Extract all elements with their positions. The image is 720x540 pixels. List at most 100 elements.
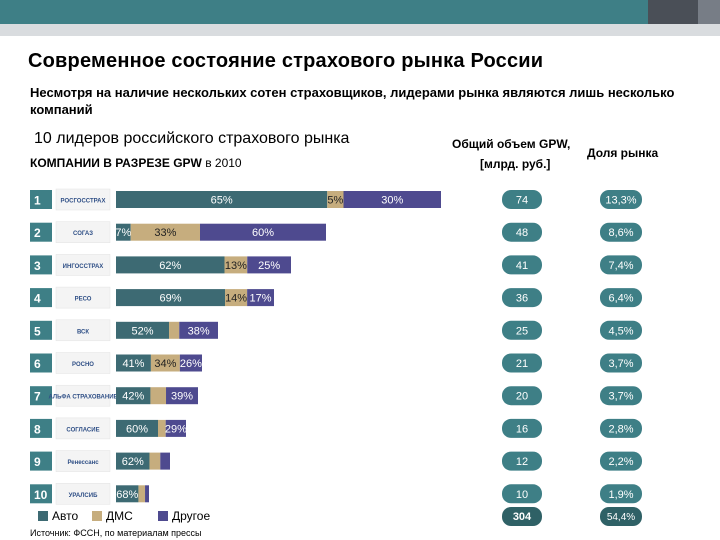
gpw-value: 12 (516, 456, 528, 468)
bar-segment (149, 452, 161, 470)
share-value: 6,4% (608, 293, 633, 305)
rank-box (30, 451, 52, 471)
company-logo (55, 384, 111, 407)
company-logo-text: АЛЬФА СТРАХОВАНИЕ (48, 395, 117, 401)
bar-segment-label: 41% (122, 358, 144, 370)
company-logo (55, 450, 111, 472)
bar-segment (158, 419, 166, 437)
gpw-pill (502, 190, 542, 209)
bar-segment (247, 289, 274, 307)
bar-segment-label: 14% (225, 293, 247, 305)
bar-segment (150, 354, 180, 372)
bar-segment-label: 29% (165, 423, 187, 435)
share-value: 8,6% (608, 227, 633, 239)
bar-segment-label: 65% (211, 195, 233, 207)
bar-segment (116, 191, 328, 208)
bar-segment-label: 69% (159, 293, 181, 305)
bar-segment-label: 26% (180, 358, 202, 370)
legend-label-auto: Авто (52, 509, 79, 523)
top-banner-teal (0, 0, 648, 24)
bar-segment (224, 256, 248, 274)
bar-segment (160, 452, 170, 470)
gpw-value: 16 (516, 423, 528, 435)
chart-subheading-bold: КОМПАНИИ В РАЗРЕЗЕ GPW (30, 156, 202, 170)
rank-box (30, 320, 52, 340)
rank-number: 6 (34, 357, 41, 371)
bar-segment (116, 419, 158, 437)
gpw-heading-line2: [млрд. руб.] (480, 157, 551, 171)
top-banner-strip (0, 24, 720, 36)
share-value: 7,4% (608, 260, 633, 272)
share-pill (600, 255, 642, 275)
section-heading: 10 лидеров российского страхового рынка (34, 130, 350, 147)
company-logo-text: СОГАЗ (73, 231, 93, 237)
legend-swatch-auto (38, 511, 48, 521)
share-value: 1,9% (608, 489, 633, 501)
bar-segment-label: 17% (250, 293, 272, 305)
bar-segment (145, 485, 149, 503)
bar-segment-label: 39% (171, 391, 193, 403)
company-logo (55, 286, 111, 309)
bar-segment (247, 256, 291, 274)
gpw-value: 25 (516, 325, 528, 337)
company-logo-text: Ренессанс (67, 460, 99, 466)
bar-segment (116, 223, 131, 241)
bar-segment (116, 321, 170, 339)
bar-segment-label: 25% (258, 260, 280, 272)
company-logo-text: РЕСО (75, 297, 92, 303)
bar-segment (116, 354, 151, 372)
top-banner-dark (648, 0, 698, 24)
bar-segment-label: 62% (122, 456, 144, 468)
bar-segment (150, 387, 167, 405)
gpw-pill (502, 288, 542, 308)
company-logo (55, 319, 111, 342)
rank-box (30, 418, 52, 438)
bar-segment (116, 289, 226, 307)
rank-box (30, 255, 52, 275)
share-pill (600, 386, 642, 406)
bar-segment-label: 60% (252, 227, 274, 239)
share-value: 3,7% (608, 358, 633, 370)
gpw-value: 74 (516, 195, 528, 207)
gpw-column-heading: Общий объем GPW, [млрд. руб.] (452, 137, 584, 171)
chart-subheading-year: в 2010 (201, 156, 242, 170)
rank-box (30, 222, 52, 242)
gpw-value: 41 (516, 260, 528, 272)
top-banner (0, 0, 720, 24)
chart-subheading: КОМПАНИИ В РАЗРЕЗЕ GPW в 2010 (30, 156, 242, 170)
gpw-total: 304 (513, 511, 532, 523)
legend-label-other: Другое (172, 509, 211, 523)
company-logo-text: УРАЛСИБ (69, 493, 98, 499)
bar-segment (166, 387, 198, 405)
bar-segment-label: 33% (154, 227, 176, 239)
bar-segment-label: 68% (116, 489, 138, 501)
rank-box (30, 288, 52, 308)
source-note: Источник: ФССН, по материалам прессы (30, 528, 202, 538)
company-logo (55, 221, 111, 243)
company-logo (55, 483, 111, 505)
rank-number: 5 (34, 324, 41, 338)
company-logo (55, 188, 111, 211)
share-pill (600, 353, 642, 373)
gpw-value: 10 (516, 489, 528, 501)
gpw-pill (502, 451, 542, 471)
rank-box (30, 353, 52, 373)
page-title: Современное состояние страхового рынка Р… (28, 50, 544, 72)
page-subtitle: Несмотря на наличие нескольких сотен стр… (30, 85, 675, 117)
company-logo (55, 254, 111, 276)
share-pill (600, 484, 642, 504)
share-pill (600, 222, 642, 242)
share-pill (600, 320, 642, 340)
company-logo (55, 352, 111, 374)
bar-segment (225, 289, 248, 307)
share-pill (600, 418, 642, 438)
rank-number: 7 (34, 390, 41, 404)
share-total: 54,4% (607, 512, 635, 523)
rank-number: 3 (34, 259, 41, 273)
gpw-heading-line1: Общий объем GPW, (452, 137, 571, 151)
bar-segment (179, 321, 218, 339)
bar-segment (116, 387, 151, 405)
bar-segment (343, 191, 441, 208)
rank-box (30, 484, 52, 504)
